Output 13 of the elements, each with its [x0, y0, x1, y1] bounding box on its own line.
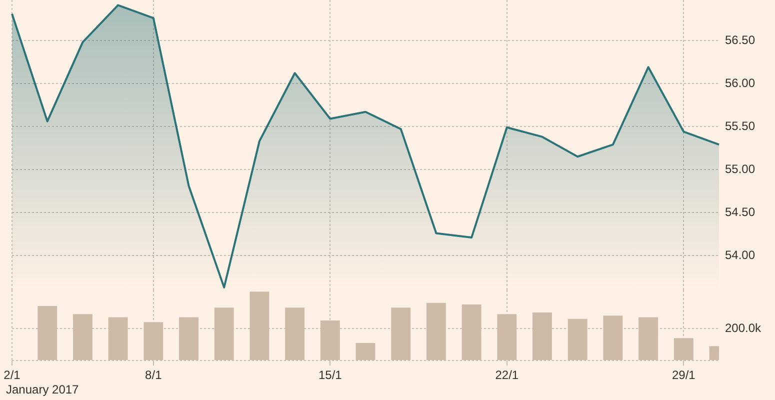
y-tick-label: 200.0k — [725, 320, 762, 335]
x-tick-label: 29/1 — [672, 368, 696, 382]
text: January 2017 — [6, 382, 80, 396]
y-tick-label: 54.50 — [725, 204, 756, 219]
y-tick-label: 54.00 — [725, 248, 756, 262]
x-tick-label: 2/1 — [4, 368, 21, 382]
y-tick-label: 56.00 — [725, 76, 756, 90]
y-tick-label: 55.50 — [725, 118, 756, 133]
y-tick-label: 56.50 — [725, 32, 756, 47]
y-tick-label: 55.00 — [725, 162, 756, 176]
x-tick-label: 15/1 — [318, 368, 342, 382]
x-tick-label: 22/1 — [495, 368, 519, 382]
x-tick-label: 8/1 — [145, 368, 162, 382]
